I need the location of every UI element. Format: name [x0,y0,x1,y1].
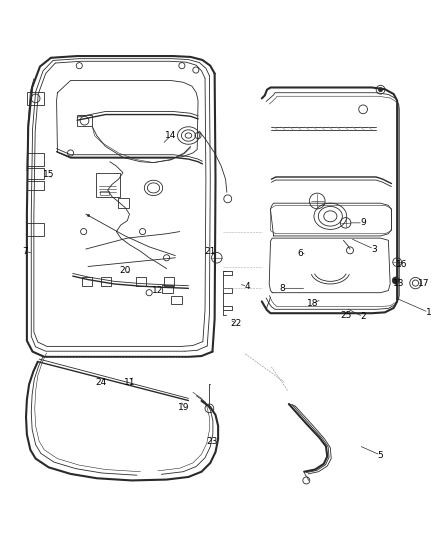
Text: 15: 15 [43,171,54,179]
Text: 24: 24 [95,378,107,387]
Text: 2: 2 [360,312,366,321]
Text: 18: 18 [307,299,318,308]
Text: 1: 1 [426,308,431,317]
Text: 11: 11 [124,378,135,387]
Text: 13: 13 [393,279,405,288]
Text: 22: 22 [231,319,242,328]
Text: 12: 12 [152,286,163,295]
Text: 17: 17 [417,279,429,288]
Text: 8: 8 [279,284,285,293]
Text: 6: 6 [297,249,303,258]
Text: 16: 16 [396,260,407,269]
Text: 14: 14 [165,131,177,140]
Circle shape [378,87,383,92]
Text: 21: 21 [205,247,216,256]
Text: 19: 19 [178,402,190,411]
Text: 3: 3 [371,245,377,254]
Text: 4: 4 [244,281,250,290]
Text: 20: 20 [120,266,131,276]
Text: 9: 9 [360,219,366,228]
Text: 5: 5 [378,450,383,459]
Text: 25: 25 [340,311,351,320]
Text: 23: 23 [207,437,218,446]
Circle shape [392,277,399,284]
Text: 7: 7 [22,247,28,256]
